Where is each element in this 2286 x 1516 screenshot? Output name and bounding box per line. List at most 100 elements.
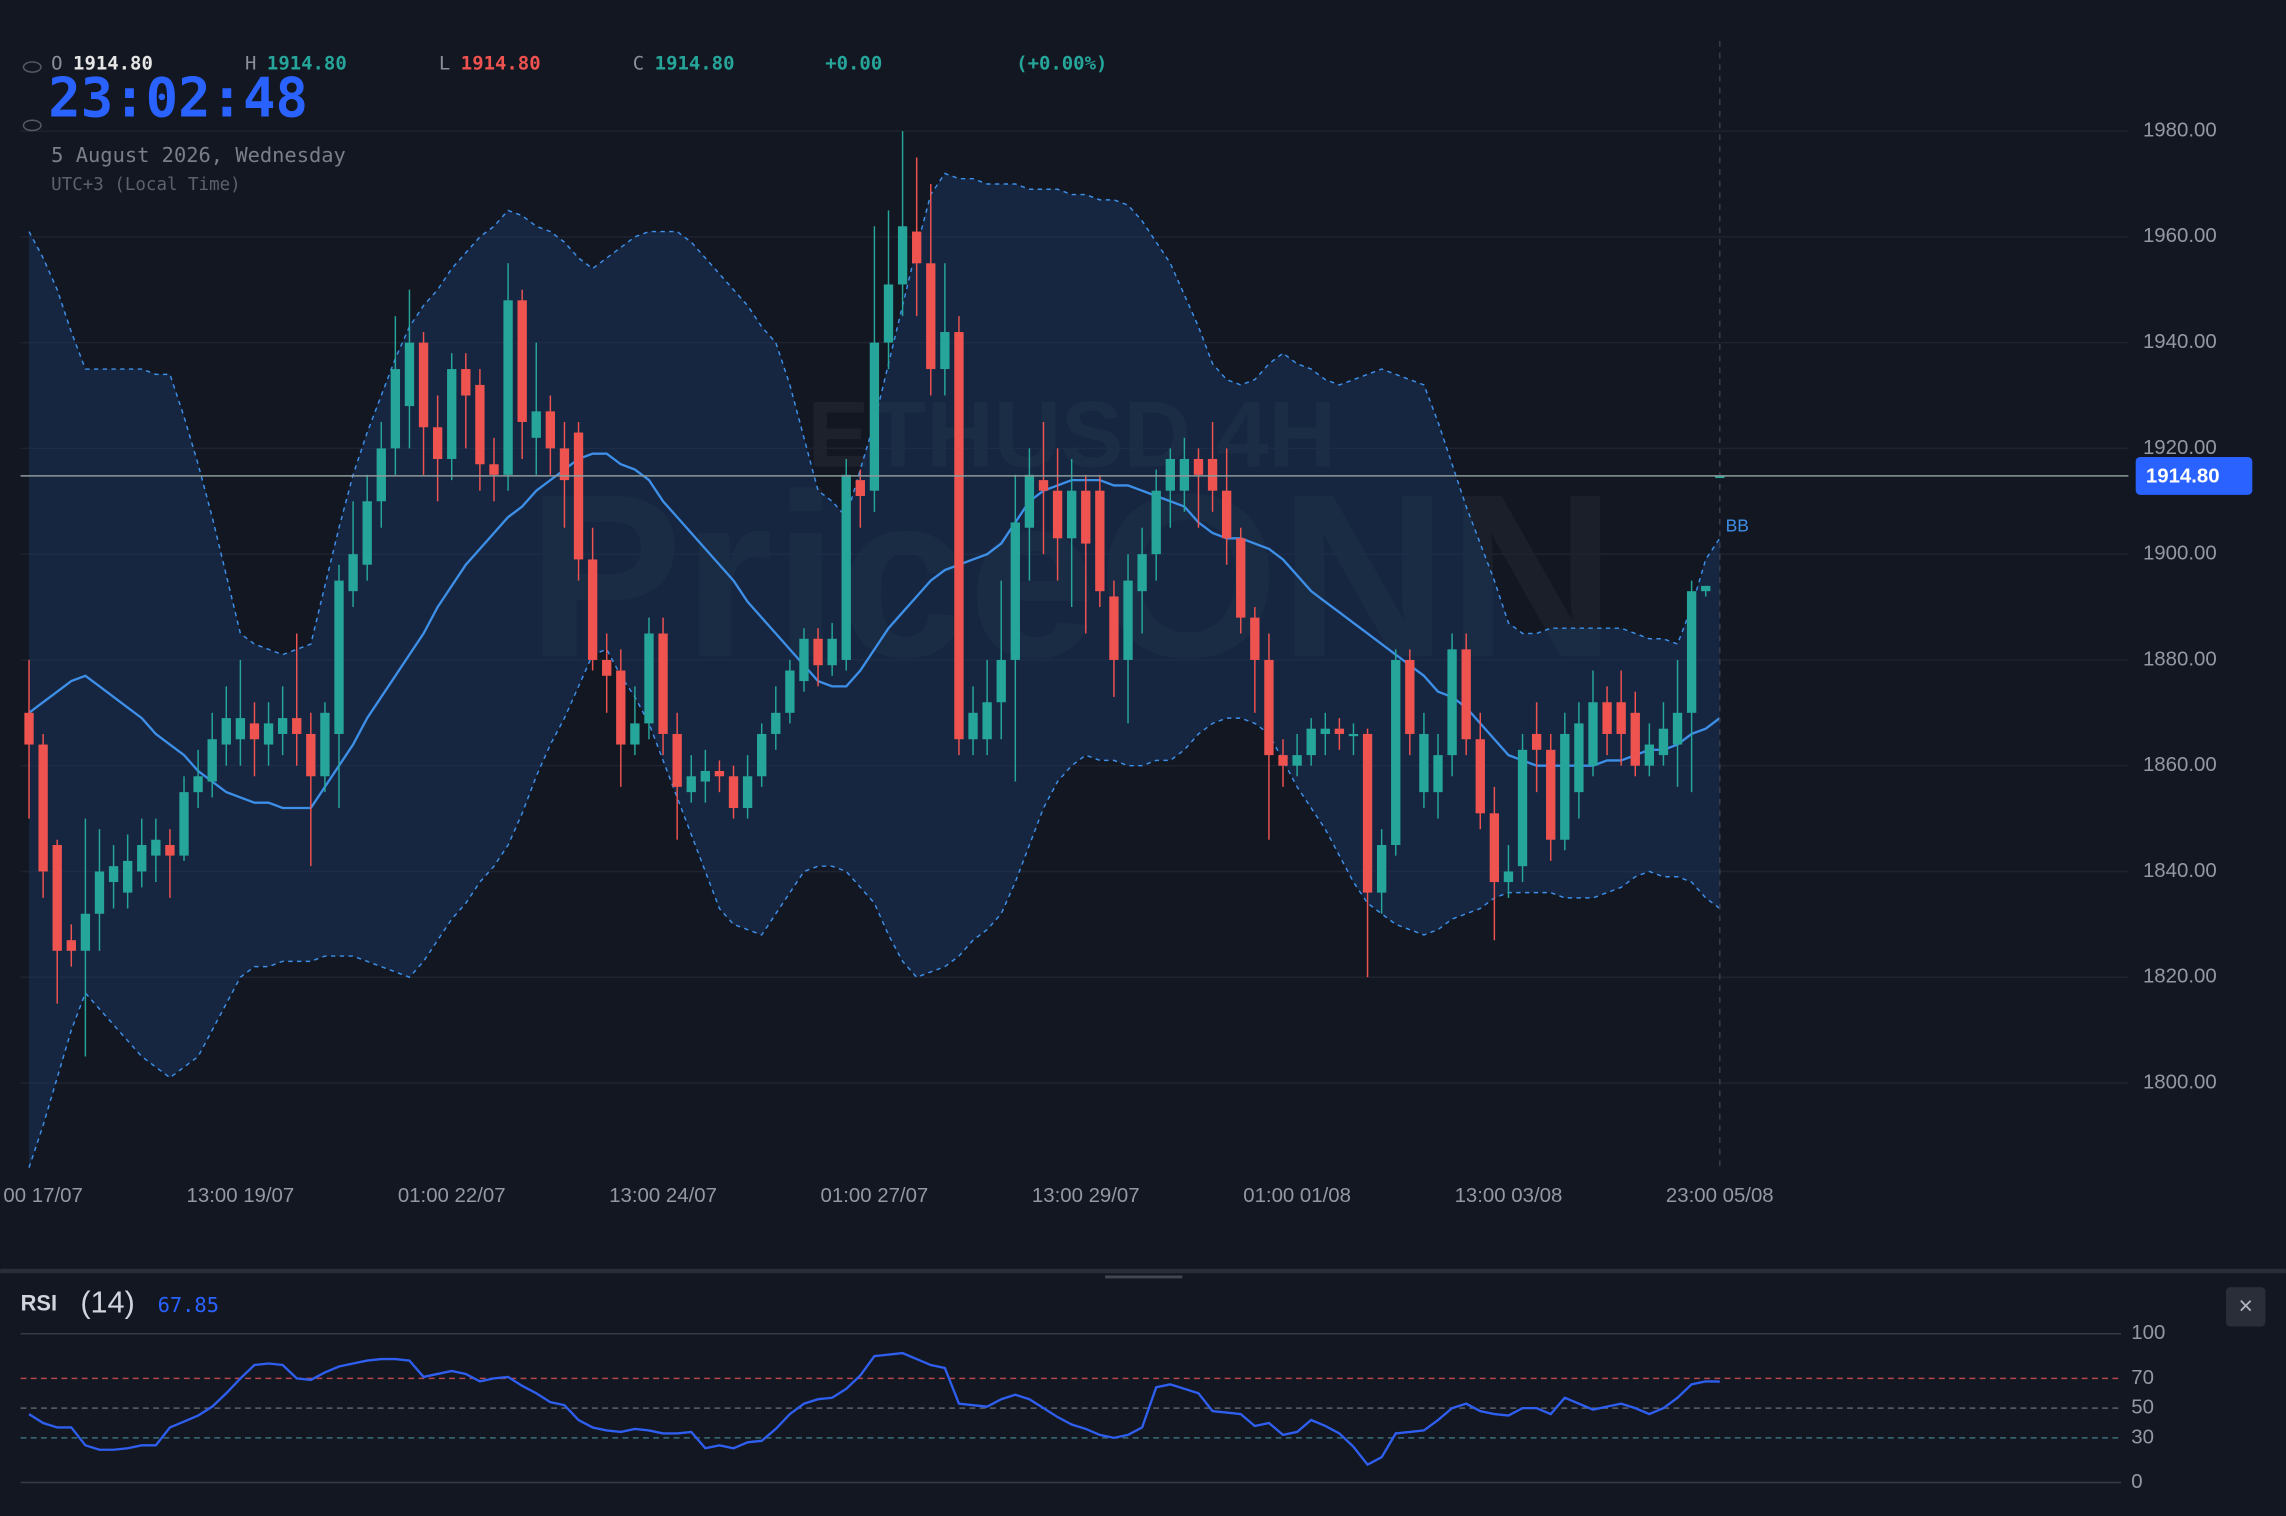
candle-body bbox=[1489, 813, 1500, 883]
candle-body bbox=[1376, 845, 1387, 893]
candle-body bbox=[1517, 749, 1528, 867]
candle-body bbox=[799, 638, 809, 682]
candle-body bbox=[1278, 755, 1288, 766]
rsi-value: 67.85 bbox=[158, 1293, 219, 1317]
candle-body bbox=[1391, 659, 1401, 846]
candle-body bbox=[1179, 458, 1190, 491]
candle-body bbox=[1715, 475, 1725, 479]
candle-body bbox=[249, 723, 260, 740]
x-tick-label: 01:00 01/08 bbox=[1243, 1185, 1351, 1207]
candle-body bbox=[996, 659, 1006, 703]
candle-body bbox=[52, 845, 62, 951]
candle-body bbox=[334, 580, 344, 734]
candle-body bbox=[1095, 490, 1105, 592]
y-tick-label: 30 bbox=[2131, 1426, 2154, 1448]
candle-body bbox=[137, 845, 147, 872]
close-icon[interactable]: × bbox=[2239, 1293, 2253, 1320]
open-key: O bbox=[51, 53, 62, 75]
candle-body bbox=[1334, 728, 1345, 734]
candle-body bbox=[1560, 733, 1570, 840]
candle-body bbox=[1151, 490, 1161, 555]
candle-body bbox=[1447, 649, 1457, 756]
candle-body bbox=[277, 718, 288, 734]
candle-body bbox=[1630, 712, 1640, 766]
candle-body bbox=[855, 480, 865, 496]
candle-body bbox=[1348, 733, 1359, 737]
candle-body bbox=[489, 464, 499, 475]
candle-body bbox=[447, 369, 457, 459]
candle-body bbox=[263, 723, 274, 745]
candle-body bbox=[461, 369, 471, 396]
candle-body bbox=[1024, 474, 1035, 528]
x-tick-label: 01:00 27/07 bbox=[821, 1185, 929, 1207]
candle-body bbox=[390, 369, 401, 449]
candle-body bbox=[94, 871, 105, 914]
candle-body bbox=[292, 718, 302, 734]
candle-body bbox=[728, 776, 739, 809]
y-tick-label: 1820.00 bbox=[2143, 966, 2217, 988]
candle-body bbox=[1264, 659, 1274, 756]
close-value: 1914.80 bbox=[655, 53, 735, 75]
candle-body bbox=[1616, 702, 1626, 734]
candle-body bbox=[672, 733, 682, 787]
eye-icon[interactable] bbox=[22, 119, 42, 132]
candle-body bbox=[151, 839, 161, 856]
candle-body bbox=[827, 638, 837, 666]
candle-body bbox=[1461, 649, 1471, 740]
candle-body bbox=[883, 284, 894, 343]
low-key: L bbox=[439, 53, 450, 75]
y-tick-label: 1860.00 bbox=[2143, 754, 2217, 776]
candle-body bbox=[926, 263, 936, 370]
close-button[interactable] bbox=[2226, 1287, 2266, 1327]
y-tick-label: 1900.00 bbox=[2143, 543, 2217, 565]
clock: 23:02:48 bbox=[48, 67, 308, 130]
open-value: 1914.80 bbox=[73, 53, 153, 75]
candle-body bbox=[1038, 480, 1049, 491]
candle-body bbox=[1221, 490, 1232, 539]
candle-body bbox=[897, 226, 908, 285]
candle-body bbox=[1137, 554, 1147, 592]
candle-body bbox=[1207, 458, 1218, 491]
legend-header: O 1914.80 H 1914.80 L 1914.80 C 1914.80 … bbox=[22, 53, 1107, 195]
candle-body bbox=[1081, 490, 1091, 544]
y-tick-label: 1800.00 bbox=[2143, 1071, 2217, 1093]
low-value: 1914.80 bbox=[461, 53, 541, 75]
candle-body bbox=[1250, 617, 1260, 660]
candle-body bbox=[475, 384, 485, 465]
candle-body bbox=[432, 427, 443, 459]
candle-body bbox=[1292, 755, 1302, 766]
price-tag-label: 1914.80 bbox=[2146, 466, 2220, 488]
candle-body bbox=[954, 332, 964, 740]
candle-body bbox=[1109, 596, 1119, 660]
candle-body bbox=[714, 770, 725, 777]
candle-body bbox=[306, 733, 316, 777]
candle-body bbox=[1419, 733, 1429, 793]
change: +0.00 bbox=[825, 53, 882, 75]
eye-icon[interactable] bbox=[22, 61, 42, 73]
candle-body bbox=[207, 739, 217, 782]
candle-body bbox=[108, 866, 119, 883]
candle-body bbox=[38, 744, 48, 872]
x-tick-label: 23:00 05/08 bbox=[1666, 1185, 1774, 1207]
candle-body bbox=[686, 776, 696, 793]
candle-body bbox=[1306, 728, 1316, 756]
candle-body bbox=[545, 411, 556, 449]
candle-body bbox=[771, 712, 781, 734]
candle-body bbox=[700, 770, 711, 782]
candle-body bbox=[1644, 744, 1655, 766]
candle-body bbox=[1701, 585, 1711, 592]
candle-body bbox=[587, 559, 598, 660]
y-tick-label: 50 bbox=[2131, 1397, 2154, 1419]
candle-body bbox=[122, 860, 133, 893]
candle-body bbox=[841, 474, 851, 660]
y-tick-label: 70 bbox=[2131, 1367, 2154, 1389]
candle-body bbox=[1672, 712, 1683, 745]
candle-body bbox=[1405, 659, 1415, 734]
candle-body bbox=[235, 718, 246, 740]
x-tick-label: 13:00 03/08 bbox=[1455, 1185, 1563, 1207]
candle-body bbox=[602, 659, 612, 676]
timezone: UTC+3 (Local Time) bbox=[51, 175, 240, 195]
candle-body bbox=[221, 718, 231, 745]
candle-body bbox=[573, 432, 584, 560]
